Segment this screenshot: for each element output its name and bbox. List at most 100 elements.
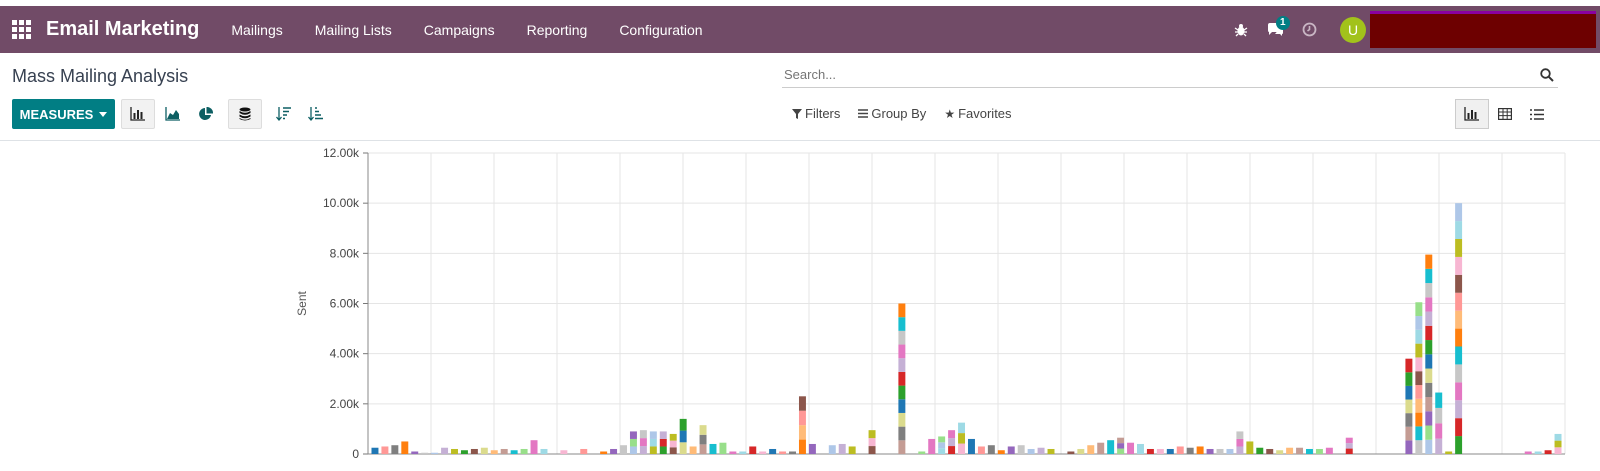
bar-segment [699,425,707,435]
bar-segment [898,330,906,345]
bar-segment [928,438,936,454]
bar-segment [759,451,767,454]
bar-segment [1455,203,1463,222]
bar-segment [1534,451,1542,454]
bar-segment [948,430,956,439]
bar-segment [948,438,956,447]
bar-segment [1107,440,1115,454]
bar-segment [838,443,846,454]
bar-segment [540,448,548,454]
list-icon [1530,108,1544,120]
bar-segment [1455,418,1463,437]
app-brand[interactable]: Email Marketing [46,18,200,40]
bar-segment [669,440,677,448]
bar-segment [1256,447,1264,454]
bar-segment [1315,448,1323,454]
bar-segment [898,344,906,359]
pie-chart-mode-button[interactable] [189,99,223,129]
y-tick-label: 12.00k [323,146,360,160]
messages-icon[interactable]: 1 [1258,6,1292,53]
menu-item-reporting[interactable]: Reporting [526,21,588,38]
bar-segment [371,447,379,454]
bar-segment [1415,371,1423,386]
bar-segment [1306,448,1313,454]
bar-segment [480,447,488,454]
bar-segment [898,412,906,427]
y-axis-label: Sent [295,290,309,315]
page-title: Mass Mailing Analysis [12,66,189,86]
table-icon [1498,108,1512,120]
stacked-toggle-button[interactable] [228,99,262,129]
bar-segment [1554,440,1562,448]
bar-segment [1415,302,1423,317]
search-input[interactable] [782,67,1540,82]
bar-segment [769,448,777,454]
menu-item-campaigns[interactable]: Campaigns [423,21,495,38]
pivot-view-button[interactable] [1488,99,1522,129]
menu-item-configuration[interactable]: Configuration [619,21,703,38]
bar-segment [1246,441,1254,454]
groupby-toggle[interactable]: Group By [858,106,926,121]
star-icon: ★ [944,106,956,121]
bar-segment [629,446,637,454]
list-view-button[interactable] [1520,99,1554,129]
menu-item-mailings[interactable]: Mailings [231,21,283,38]
bar-segment [1415,316,1423,330]
bar-segment [629,438,637,447]
measures-button[interactable]: MEASURES [12,99,115,129]
bar-chart-icon [1464,107,1479,121]
menu-item-mailing-lists[interactable]: Mailing Lists [314,21,392,38]
bar-segment [1206,448,1214,454]
line-chart-mode-button[interactable] [156,99,190,129]
bar-segment [1097,442,1105,454]
bar-segment [510,450,518,454]
bar-segment [1435,407,1443,424]
bar-chart-mode-button[interactable] [121,99,155,129]
bar-segment [958,443,966,454]
user-avatar[interactable]: U [1340,16,1366,43]
top-navbar: Email Marketing Mailings Mailing Lists C… [0,6,1600,53]
bar-segment [1216,448,1224,454]
filters-toggle[interactable]: Filters [792,106,840,121]
bar-segment [868,438,876,447]
bar-segment [898,385,906,400]
bar-segment [1455,328,1463,347]
bar-segment [1405,413,1413,427]
debug-bug-icon[interactable] [1224,6,1258,53]
y-tick-label: 10.00k [323,196,360,210]
bar-segment [659,438,667,447]
search-icon[interactable] [1540,67,1554,82]
bar-segment [798,410,806,426]
bar-segment [898,317,906,331]
bar-segment [948,446,956,454]
caret-down-icon [99,111,108,117]
sort-descending-button[interactable] [267,99,301,129]
bar-segment [1425,397,1433,412]
bar-segment [460,450,468,454]
bar-segment [898,358,906,372]
graph-view-button[interactable] [1455,99,1489,129]
bar-segment [451,448,458,454]
apps-menu-icon[interactable] [12,19,32,40]
bar-segment [1027,448,1035,454]
favorites-toggle[interactable]: ★ Favorites [944,106,1011,121]
bar-segment [639,446,647,454]
favorites-label: Favorites [958,106,1012,121]
bar-segment [669,447,677,454]
bar-segment [848,446,856,454]
sort-asc-icon [308,107,323,121]
sort-ascending-button[interactable] [299,99,333,129]
bar-segment [1405,440,1413,454]
bar-segment [798,396,806,411]
bar-chart-icon [130,107,145,121]
activity-clock-icon[interactable] [1292,6,1326,53]
bar-segment [1405,372,1413,386]
bar-segment [1037,447,1045,454]
bar-segment [1136,443,1144,454]
y-tick-label: 6.00k [330,297,360,311]
bar-segment [391,445,399,454]
bar-segment [1415,412,1423,427]
bar-segment [1176,446,1184,454]
filter-icon [792,108,802,119]
bar-segment [938,436,946,443]
